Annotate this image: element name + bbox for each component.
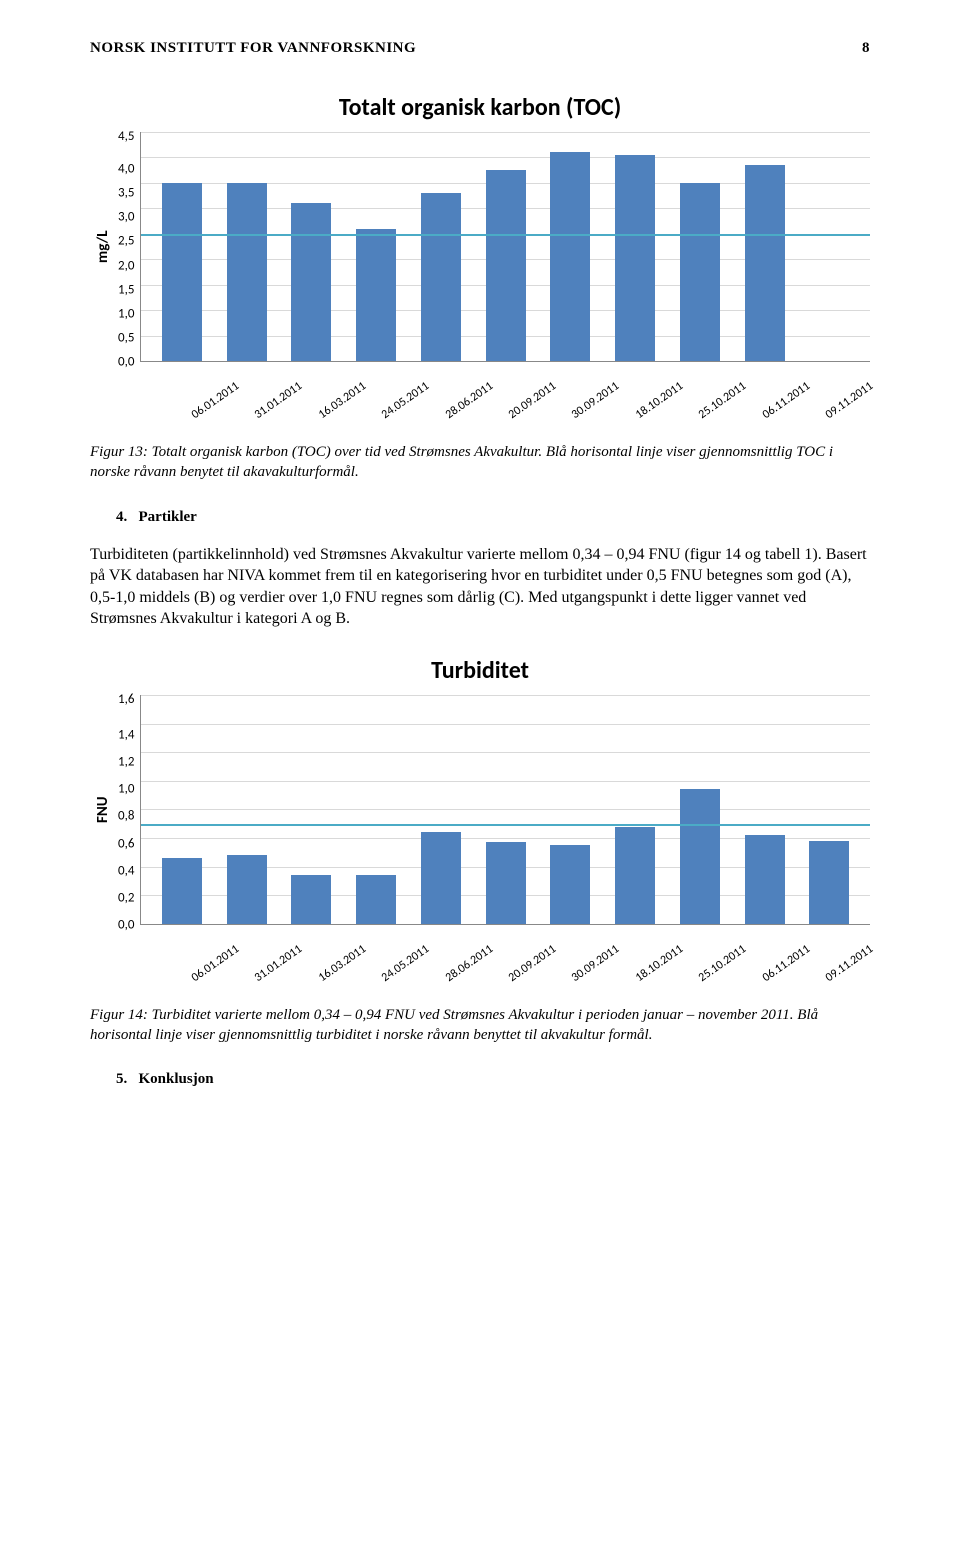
figure-14-caption: Figur 14: Turbiditet varierte mellom 0,3… — [90, 1005, 870, 1046]
chart-bar — [227, 183, 267, 361]
chart-bar — [291, 875, 331, 924]
x-tick: 16.03.2011 — [302, 368, 357, 422]
x-tick: 28.06.2011 — [429, 931, 484, 985]
x-tick: 16.03.2011 — [302, 931, 357, 985]
x-tick: 06.11.2011 — [746, 931, 801, 985]
section-4-heading: 4. Partikler — [116, 509, 870, 526]
y-tick: 1,0 — [118, 783, 134, 796]
x-tick: 09.11.2011 — [809, 368, 864, 422]
chart-bar — [227, 855, 267, 924]
turb-bars — [141, 695, 870, 924]
toc-chart: Totalt organisk karbon (TOC) mg/L 4,5 4,0… — [90, 93, 870, 406]
org-name: NORSK INSTITUTT FOR VANNFORSKNING — [90, 40, 416, 57]
y-tick: 0,0 — [118, 355, 134, 368]
chart-bar — [550, 845, 590, 924]
x-tick: 31.01.2011 — [238, 368, 293, 422]
chart-bar — [745, 835, 785, 924]
y-tick: 4,5 — [118, 130, 134, 143]
y-tick: 3,5 — [118, 187, 134, 200]
page-number: 8 — [862, 40, 870, 57]
page-header: NORSK INSTITUTT FOR VANNFORSKNING 8 — [90, 40, 870, 57]
y-tick: 3,0 — [118, 211, 134, 224]
x-tick: 20.09.2011 — [492, 368, 547, 422]
y-tick: 1,5 — [118, 283, 134, 296]
chart-bar — [421, 832, 461, 924]
turbiditet-chart: Turbiditet FNU 1,6 1,4 1,2 1,0 0,8 0,6 0,4 0,2 0… — [90, 656, 870, 969]
section-5-title: Konklusjon — [139, 1071, 214, 1087]
chart-bar — [615, 827, 655, 924]
chart-bar — [356, 875, 396, 924]
reference-line — [141, 824, 870, 826]
section-4-title: Partikler — [139, 509, 197, 525]
y-tick: 0,4 — [118, 864, 134, 877]
turb-y-ticks: 1,61,41,21,00,80,60,40,20,0 — [116, 695, 140, 925]
turbiditet-chart-title: Turbiditet — [90, 656, 870, 685]
x-tick: 25.10.2011 — [683, 931, 738, 985]
chart-bar — [680, 183, 720, 361]
chart-bar — [291, 203, 331, 361]
partikler-paragraph: Turbiditeten (partikkelinnhold) ved Strø… — [90, 544, 870, 630]
y-tick: 1,4 — [118, 729, 134, 742]
figure-13-caption: Figur 13: Totalt organisk karbon (TOC) o… — [90, 442, 870, 483]
y-tick: 0,6 — [118, 837, 134, 850]
x-tick: 24.05.2011 — [365, 931, 420, 985]
y-tick: 1,0 — [118, 307, 134, 320]
turb-x-ticks: 06.01.201131.01.201116.03.201124.05.2011… — [156, 925, 870, 969]
y-tick: 0,2 — [118, 891, 134, 904]
y-tick: 4,0 — [118, 163, 134, 176]
x-tick: 30.09.2011 — [556, 368, 611, 422]
x-tick: 06.01.2011 — [175, 931, 230, 985]
x-tick: 09.11.2011 — [809, 931, 864, 985]
chart-bar — [356, 229, 396, 361]
toc-x-ticks: 06.01.201131.01.201116.03.201124.05.2011… — [156, 362, 870, 406]
chart-bar — [809, 841, 849, 924]
x-tick: 25.10.2011 — [683, 368, 738, 422]
y-tick: 1,2 — [118, 756, 134, 769]
x-tick: 30.09.2011 — [556, 931, 611, 985]
y-tick: 0,8 — [118, 810, 134, 823]
y-tick: 0,0 — [118, 918, 134, 931]
chart-bar — [421, 193, 461, 361]
x-tick: 06.11.2011 — [746, 368, 801, 422]
x-tick: 06.01.2011 — [175, 368, 230, 422]
x-tick: 31.01.2011 — [238, 931, 293, 985]
chart-bar — [680, 789, 720, 924]
y-tick: 2,0 — [118, 259, 134, 272]
turb-y-label: FNU — [90, 695, 116, 925]
reference-line — [141, 234, 870, 236]
chart-bar — [550, 152, 590, 361]
toc-y-ticks: 4,54,03,53,02,52,01,51,00,50,0 — [116, 132, 140, 362]
x-tick: 18.10.2011 — [619, 368, 674, 422]
y-tick: 1,6 — [118, 693, 134, 706]
y-tick: 0,5 — [118, 331, 134, 344]
turb-plot-area — [140, 695, 870, 925]
section-5-heading: 5. Konklusjon — [116, 1071, 870, 1088]
x-tick: 28.06.2011 — [429, 368, 484, 422]
chart-bar — [745, 165, 785, 361]
x-tick: 24.05.2011 — [365, 368, 420, 422]
toc-bars — [141, 132, 870, 361]
toc-y-label: mg/L — [90, 132, 116, 362]
y-tick: 2,5 — [118, 235, 134, 248]
section-4-num: 4. — [116, 509, 127, 525]
x-tick: 20.09.2011 — [492, 931, 547, 985]
chart-bar — [162, 183, 202, 361]
chart-bar — [486, 842, 526, 924]
chart-bar — [486, 170, 526, 361]
section-5-num: 5. — [116, 1071, 127, 1087]
chart-bar — [162, 858, 202, 924]
x-tick: 18.10.2011 — [619, 931, 674, 985]
toc-chart-title: Totalt organisk karbon (TOC) — [90, 93, 870, 122]
chart-bar — [615, 155, 655, 361]
toc-plot-area — [140, 132, 870, 362]
